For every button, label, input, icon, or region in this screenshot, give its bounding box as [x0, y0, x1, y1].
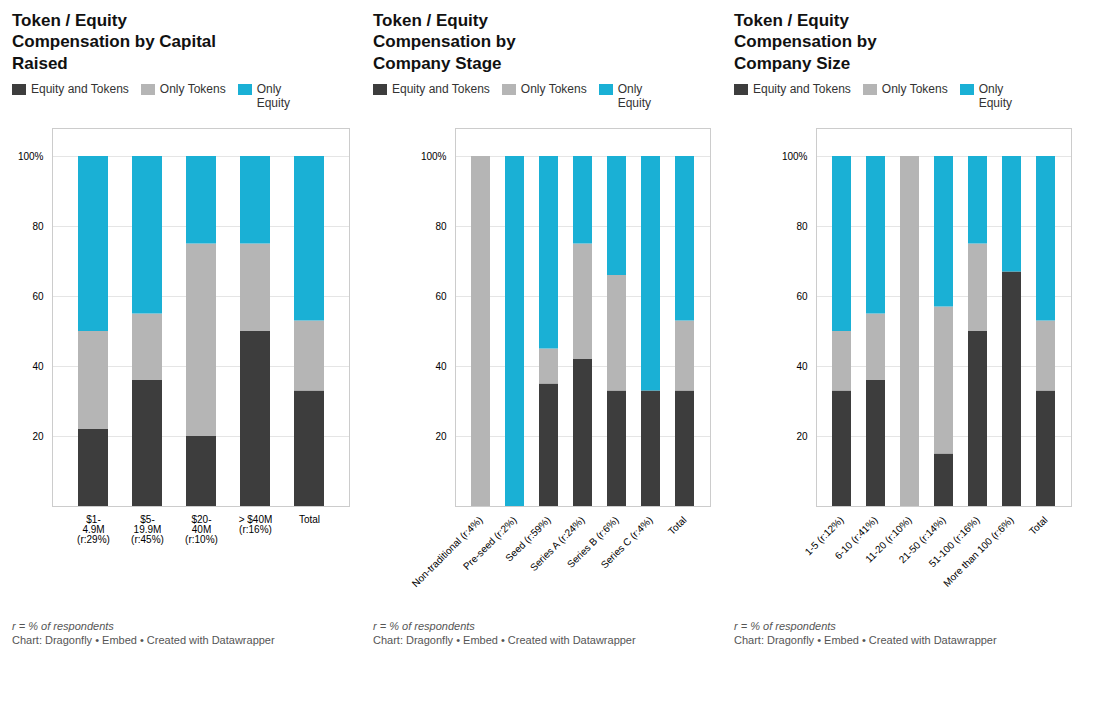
svg-text:20: 20	[32, 431, 44, 442]
svg-text:80: 80	[796, 221, 808, 232]
svg-text:21-50 (r:14%): 21-50 (r:14%)	[896, 514, 948, 566]
svg-text:More than 100 (r:6%): More than 100 (r:6%)	[941, 514, 1016, 589]
svg-text:Total: Total	[1027, 514, 1050, 537]
html-text:Equity and Tokens: Equity and Tokens	[31, 82, 129, 96]
svg-text:$1-4.9M(r:29%): $1-4.9M(r:29%)	[77, 514, 110, 545]
html-text:Only Equity: Only Equity	[978, 82, 1012, 111]
svg-text:40: 40	[796, 361, 808, 372]
html-text:Token / Equity Compensation by: Token / Equity Compensation by Company S…	[734, 11, 877, 73]
svg-text:Non-traditional (r:4%): Non-traditional (r:4%)	[409, 514, 485, 590]
svg-text:40: 40	[435, 361, 447, 372]
svg-text:Series A (r:24%): Series A (r:24%)	[527, 514, 587, 574]
html-text:Equity and Tokens: Equity and Tokens	[392, 82, 490, 96]
svg-text:20: 20	[796, 431, 808, 442]
svg-text:80: 80	[435, 221, 447, 232]
svg-text:40: 40	[32, 361, 44, 372]
html-text:r = % of respondents: r = % of respondents	[734, 620, 836, 632]
html-text:Only Tokens: Only Tokens	[520, 82, 587, 96]
svg-text:Total: Total	[666, 514, 689, 537]
svg-text:$5-19.9M(r:45%): $5-19.9M(r:45%)	[131, 514, 164, 545]
svg-text:Seed (r:59%): Seed (r:59%)	[503, 514, 553, 564]
svg-text:1-5 (r:12%): 1-5 (r:12%)	[802, 514, 846, 558]
html-text:r = % of respondents: r = % of respondents	[12, 620, 114, 632]
html-text:Equity and Tokens: Equity and Tokens	[753, 82, 851, 96]
html-text:Token / Equity Compensation by: Token / Equity Compensation by Company S…	[373, 11, 516, 73]
svg-text:51-100 (r:16%): 51-100 (r:16%)	[926, 514, 982, 570]
svg-text:11-20 (r:10%): 11-20 (r:10%)	[863, 514, 914, 565]
html-text:Chart: Dragonfly • Embed • Cre: Chart: Dragonfly • Embed • Created with …	[734, 634, 997, 646]
html-text:Chart: Dragonfly • Embed • Cre: Chart: Dragonfly • Embed • Created with …	[373, 634, 636, 646]
html-text:Chart: Dragonfly • Embed • Cre: Chart: Dragonfly • Embed • Created with …	[12, 634, 275, 646]
svg-text:Series B (r:6%): Series B (r:6%)	[565, 514, 621, 570]
svg-text:6-10 (r:41%): 6-10 (r:41%)	[832, 514, 880, 562]
svg-text:20: 20	[435, 431, 447, 442]
svg-text:$20-40M(r:10%): $20-40M(r:10%)	[185, 514, 218, 545]
html-text:Only Tokens: Only Tokens	[159, 82, 226, 96]
html-text:Only Equity: Only Equity	[256, 82, 290, 111]
svg-text:100%: 100%	[782, 151, 808, 162]
svg-text:Series C (r:4%): Series C (r:4%)	[599, 514, 655, 570]
html-text:Only Equity: Only Equity	[617, 82, 651, 111]
html-text:Only Tokens: Only Tokens	[881, 82, 948, 96]
svg-text:> $40M(r:16%): > $40M(r:16%)	[239, 514, 273, 535]
svg-text:60: 60	[796, 291, 808, 302]
svg-text:100%: 100%	[18, 151, 44, 162]
html-text:r = % of respondents: r = % of respondents	[373, 620, 475, 632]
svg-text:80: 80	[32, 221, 44, 232]
html-text:Token / Equity Compensation by: Token / Equity Compensation by Capital R…	[12, 11, 216, 73]
svg-text:Total: Total	[299, 514, 320, 525]
svg-text:60: 60	[32, 291, 44, 302]
svg-text:60: 60	[435, 291, 447, 302]
svg-text:Pre-seed (r:2%): Pre-seed (r:2%)	[461, 514, 519, 572]
svg-text:100%: 100%	[421, 151, 447, 162]
